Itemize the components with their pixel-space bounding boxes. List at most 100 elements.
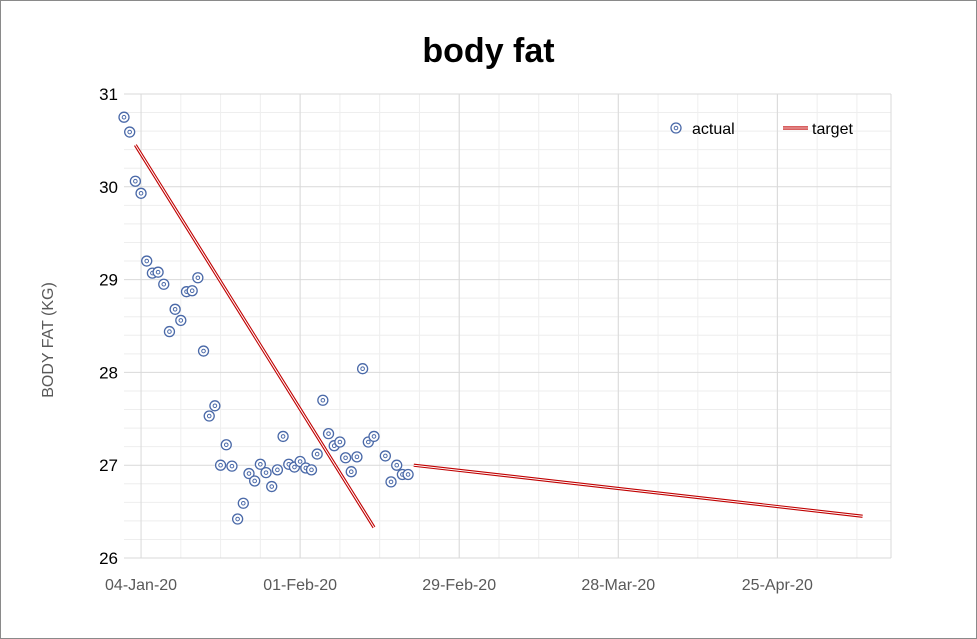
actual-point [197, 345, 210, 357]
actual-point [254, 458, 267, 470]
actual-point [322, 427, 335, 440]
actual-point-dot [161, 281, 167, 287]
actual-point-dot [241, 500, 246, 506]
actual-point-dot [343, 455, 348, 461]
actual-point-dot [360, 366, 365, 371]
x-tick-label: 28-Mar-20 [581, 577, 655, 594]
actual-point [339, 452, 352, 464]
y-tick-label: 26 [99, 549, 118, 568]
actual-point [118, 111, 130, 123]
actual-point-dot [144, 258, 150, 264]
actual-point-dot [206, 413, 212, 419]
actual-point [379, 450, 391, 462]
actual-point [260, 466, 272, 479]
actual-point-dot [366, 439, 371, 445]
target-line-core [134, 144, 375, 528]
y-tick-label: 31 [99, 85, 118, 104]
actual-point-dot [383, 453, 388, 459]
actual-point-dot [314, 451, 320, 457]
actual-point-dot [405, 472, 411, 477]
actual-series [118, 111, 414, 525]
actual-point [402, 468, 414, 481]
target-series [134, 144, 863, 529]
actual-point [209, 400, 221, 412]
legend-target-label: target [812, 121, 853, 138]
actual-point-dot [218, 462, 223, 468]
actual-point-dot [252, 478, 257, 484]
actual-point [175, 314, 187, 327]
legend-actual-marker-dot [673, 125, 679, 131]
actual-point [135, 187, 147, 199]
y-tick-label: 29 [99, 271, 118, 290]
x-tick-label: 29-Feb-20 [422, 577, 496, 594]
actual-point-dot [326, 431, 331, 436]
actual-point [345, 466, 357, 478]
y-tick-label: 30 [99, 178, 118, 197]
actual-point [356, 363, 369, 375]
x-tick-label: 01-Feb-20 [263, 577, 337, 594]
actual-point [152, 266, 164, 278]
actual-point [186, 285, 198, 297]
actual-point [192, 272, 204, 284]
actual-point-dot [246, 471, 252, 476]
legend: actual target [670, 121, 853, 138]
actual-point-dot [297, 459, 303, 464]
actual-point [271, 464, 284, 476]
actual-point-dot [280, 434, 286, 439]
actual-point-dot [275, 467, 280, 473]
y-tick-label: 27 [99, 456, 118, 475]
actual-point-dot [371, 434, 377, 439]
actual-point [158, 278, 170, 290]
actual-point [277, 430, 289, 443]
actual-point-dot [155, 269, 161, 275]
actual-point-dot [337, 439, 343, 445]
actual-point [391, 459, 403, 471]
y-tick-label: 28 [99, 363, 118, 382]
actual-point [311, 448, 323, 460]
actual-point [249, 475, 261, 487]
actual-point-dot [394, 462, 400, 468]
actual-point-dot [348, 469, 354, 474]
actual-point-dot [388, 479, 394, 485]
actual-point-dot [229, 463, 235, 469]
actual-point [368, 430, 380, 443]
actual-point-dot [127, 129, 132, 135]
actual-point [243, 467, 255, 480]
actual-point [305, 464, 318, 476]
actual-point [266, 480, 278, 493]
actual-point [141, 255, 153, 267]
actual-point [124, 126, 136, 138]
legend-actual-label: actual [692, 121, 735, 138]
actual-point [231, 513, 244, 525]
gridlines [124, 93, 892, 559]
actual-point [226, 460, 238, 472]
chart-title: body fat [422, 32, 555, 70]
actual-point-dot [320, 397, 326, 403]
actual-point-dot [354, 454, 360, 460]
actual-point [317, 394, 329, 406]
actual-point-dot [138, 190, 144, 196]
x-tick-label: 04-Jan-20 [105, 577, 177, 594]
actual-point [351, 451, 363, 463]
actual-point-dot [235, 516, 240, 522]
actual-point-dot [178, 318, 184, 323]
actual-point-dot [223, 442, 229, 448]
actual-point [214, 459, 227, 471]
actual-point [203, 410, 215, 422]
actual-point-dot [258, 461, 263, 467]
axes: 26 27 28 29 30 31 04-Jan-20 01-Feb-20 29-Feb-20 2… [99, 85, 813, 594]
actual-point [334, 436, 346, 448]
target-line-core [413, 464, 863, 517]
actual-point-dot [269, 484, 275, 489]
actual-point-dot [309, 467, 314, 473]
actual-point [220, 439, 232, 451]
actual-point [237, 497, 249, 509]
actual-point-dot [201, 348, 206, 354]
actual-point [163, 325, 176, 338]
actual-point-dot [167, 329, 172, 334]
actual-point-dot [263, 470, 269, 475]
actual-point-dot [172, 306, 178, 312]
actual-point-dot [133, 178, 138, 184]
